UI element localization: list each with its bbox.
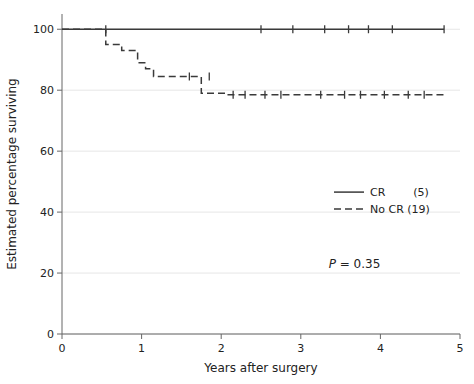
tick-label: 1 [138,342,145,355]
censor-mark [408,91,409,99]
censor-mark [360,91,361,99]
tick-label: 0 [59,342,66,355]
censor-mark [443,25,444,33]
censor-mark [264,91,265,99]
tick-label: 60 [40,145,54,158]
censor-mark [368,25,369,33]
censor-mark [320,91,321,99]
censor-mark [392,25,393,33]
censor-mark [344,91,345,99]
tick-mark [141,334,142,339]
tick-label: 3 [297,342,304,355]
censor-mark [209,72,210,80]
tick-label: 20 [40,267,54,280]
tick-mark [57,29,62,30]
tick-label: 5 [457,342,464,355]
grid-line [62,273,460,274]
chart: 0 20 40 60 80 100 0 1 2 3 4 5 Years after surgery Est… [0,0,474,384]
legend-label: CR (5) [370,186,429,199]
tick-mark [57,273,62,274]
censor-mark [348,25,349,33]
axes: 0 20 40 60 80 100 0 1 2 3 4 5 [33,14,464,355]
legend-label: No CR (19) [370,203,430,216]
tick-mark [57,90,62,91]
plot-area [62,25,444,99]
censor-mark [105,25,106,33]
censor-mark [324,25,325,33]
tick-mark [300,334,301,339]
x-axis-label: Years after surgery [203,361,317,375]
y-axis-label: Estimated percentage surviving [5,78,19,269]
tick-mark [57,212,62,213]
censor-mark [260,25,261,33]
legend-swatch [334,208,364,210]
tick-mark [221,334,222,339]
grid-line [62,334,460,335]
survival-line [62,28,444,30]
background [0,0,474,384]
censor-mark [280,91,281,99]
censor-mark [384,91,385,99]
x-axis [62,334,460,335]
tick-label: 0 [47,328,54,341]
censor-mark [424,91,425,99]
censor-mark [244,91,245,99]
censor-mark [189,72,190,80]
tick-label: 4 [377,342,384,355]
legend-swatch [334,191,364,193]
p-value: P = 0.35 [329,257,381,271]
grid-line [62,151,460,152]
legend: CR (5) No CR (19) [334,186,430,216]
tick-mark [380,334,381,339]
tick-mark [57,151,62,152]
tick-mark [57,334,62,335]
survival-step-line [62,29,444,95]
tick-label: 100 [33,23,54,36]
censor-mark [232,91,233,99]
censor-mark [292,25,293,33]
tick-label: 40 [40,206,54,219]
tick-label: 80 [40,84,54,97]
y-axis [62,14,63,334]
grid-line [62,90,460,91]
tick-label: 2 [218,342,225,355]
tick-mark [62,334,63,339]
tick-mark [460,334,461,339]
